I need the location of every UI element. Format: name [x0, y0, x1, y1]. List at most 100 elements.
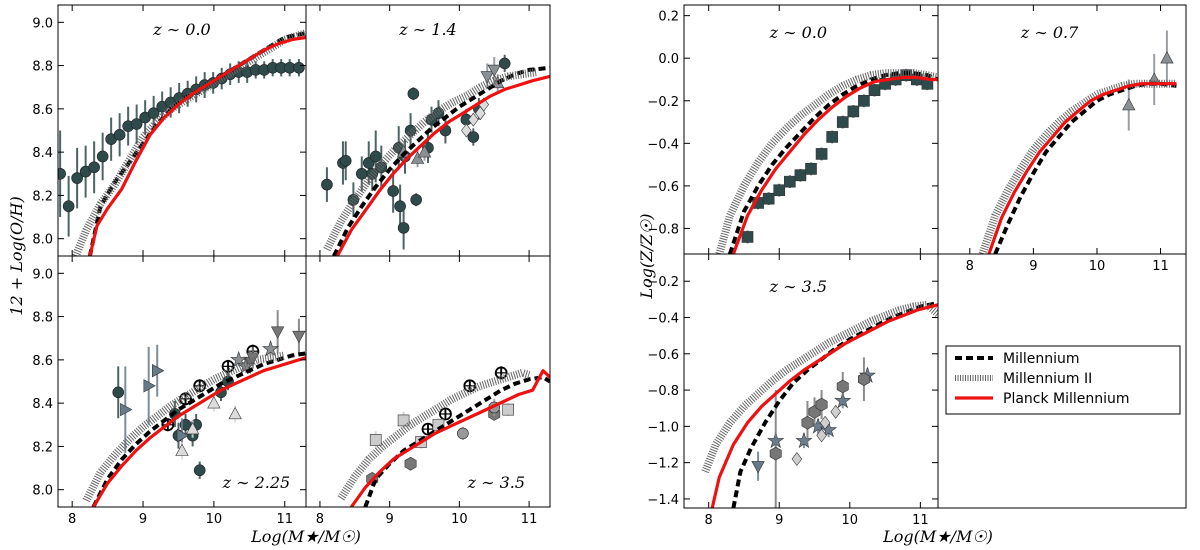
- left-panel-3: 8 9 10 11 z ∼ 3.5: [305, 255, 551, 527]
- data-point: [794, 169, 807, 182]
- data-point: [457, 427, 469, 440]
- panel-label: z ∼ 2.25: [222, 473, 291, 492]
- y-tick-label: 8.2: [32, 189, 53, 204]
- data-point: [292, 330, 306, 344]
- data-point: [410, 193, 422, 206]
- model-curve-millennium-ii: [715, 69, 938, 254]
- data-point: [130, 118, 143, 130]
- data-point: [369, 150, 382, 163]
- x-tick-label: 8: [966, 259, 974, 274]
- data-point: [858, 94, 870, 107]
- left-x-axis-label: Log(M★/M☉): [250, 527, 361, 546]
- data-point: [805, 163, 817, 175]
- y-tick-label: −0.8: [647, 222, 679, 237]
- left-panel-1: z ∼ 1.4: [305, 4, 551, 257]
- plot-area: [701, 300, 938, 508]
- right-y-axis-label: Log(Z/Z☉): [637, 214, 656, 300]
- data-point: [791, 452, 803, 467]
- data-point: [461, 123, 472, 138]
- data-point: [185, 421, 200, 435]
- y-tick-label: −1.0: [647, 420, 679, 435]
- panel-label: z ∼ 3.5: [467, 473, 525, 492]
- model-curve-millennium: [91, 351, 306, 507]
- x-tick-label: 8: [705, 513, 713, 528]
- y-tick-label: 8.4: [32, 397, 53, 412]
- plot-area: [337, 366, 550, 507]
- data-point: [230, 350, 248, 368]
- left-figure: 8.08.28.48.68.89.0 z ∼ 0.0 z ∼ 1.48.08.28.…: [7, 4, 551, 546]
- model-curve-millennium-ii: [337, 368, 531, 501]
- y-tick-label: −0.6: [647, 180, 679, 195]
- data-point: [404, 456, 417, 471]
- data-point: [819, 415, 831, 430]
- panel-frame: [937, 4, 1187, 255]
- plot-area: [321, 54, 550, 256]
- y-tick-label: 9.0: [32, 16, 53, 31]
- y-tick-label: −1.2: [647, 457, 679, 472]
- model-curve-planck-millennium: [92, 356, 306, 507]
- panel-frame: [305, 255, 551, 508]
- data-point: [815, 397, 828, 412]
- x-tick-label: 11: [521, 512, 538, 527]
- x-tick-label: 10: [842, 513, 859, 528]
- data-point: [262, 340, 280, 357]
- y-tick-label: −1.4: [647, 493, 679, 508]
- right-figure: 0.2 0.0 −0.2 −0.4 −0.6 −0.8 z ∼ 0.0 8 9 10 11 z ∼ 0…: [637, 4, 1187, 546]
- panel-label: z ∼ 3.5: [769, 277, 827, 296]
- left-panel-0: 8.0 8.2 8.4 8.6 8.8 9.0 z ∼ 0.0: [32, 4, 307, 257]
- y-tick-label: 8.6: [32, 103, 53, 118]
- x-tick-label: 11: [912, 513, 929, 528]
- data-point: [480, 71, 494, 84]
- legend-label: Planck Millennium: [1003, 391, 1130, 407]
- data-point: [762, 192, 775, 205]
- x-tick-label: 10: [1089, 259, 1106, 274]
- y-tick-label: −0.4: [647, 137, 679, 152]
- y-tick-label: −0.2: [647, 275, 679, 290]
- data-point: [868, 84, 881, 96]
- data-point: [397, 222, 410, 234]
- data-point: [467, 131, 480, 143]
- y-tick-label: 8.2: [32, 440, 53, 455]
- right-panel-1: 8 9 10 11 z ∼ 0.7: [937, 4, 1187, 274]
- x-tick-label: 9: [139, 512, 147, 527]
- data-point: [96, 150, 109, 163]
- right-x-axis-label: Log(M★/M☉): [882, 527, 993, 546]
- model-curve-planck-millennium: [88, 35, 306, 256]
- y-tick-label: 8.8: [32, 60, 53, 75]
- y-tick-label: 0.2: [658, 10, 679, 25]
- x-tick-label: 9: [386, 512, 394, 527]
- legend-label: Millennium: [1003, 351, 1080, 367]
- data-point: [143, 379, 156, 393]
- data-point: [375, 161, 388, 174]
- data-point: [387, 185, 399, 197]
- x-tick-label: 8: [68, 512, 76, 527]
- data-point: [147, 107, 160, 119]
- data-point: [293, 61, 305, 74]
- data-point: [801, 415, 814, 430]
- data-point: [207, 396, 221, 409]
- data-point: [407, 87, 420, 100]
- right-panel-0: 0.2 0.0 −0.2 −0.4 −0.6 −0.8 z ∼ 0.0: [647, 4, 939, 255]
- data-point: [321, 178, 333, 191]
- panel-label: z ∼ 0.0: [769, 23, 827, 42]
- model-curve-planck-millennium: [731, 75, 938, 254]
- data-point: [113, 129, 126, 141]
- data-point: [468, 112, 479, 127]
- x-tick-label: 8: [316, 512, 324, 527]
- legend: Millennium Millennium II Planck Millennium: [945, 345, 1181, 415]
- data-point: [784, 175, 796, 188]
- plot-area: [58, 29, 306, 256]
- data-point: [751, 461, 765, 474]
- data-point: [498, 57, 511, 70]
- right-panel-2: −0.2 −0.4 −0.6 −0.8 −1.0 −1.2 −1.4 8 9 10 11 z ∼ 3.…: [647, 253, 939, 528]
- data-point: [339, 154, 352, 167]
- data-point: [836, 116, 849, 128]
- plot-area: [82, 310, 306, 507]
- data-point: [847, 105, 860, 118]
- x-tick-label: 9: [775, 513, 783, 528]
- data-point: [58, 167, 66, 180]
- data-point: [494, 366, 508, 380]
- y-tick-label: −0.6: [647, 348, 679, 363]
- panel-label: z ∼ 1.4: [398, 20, 456, 39]
